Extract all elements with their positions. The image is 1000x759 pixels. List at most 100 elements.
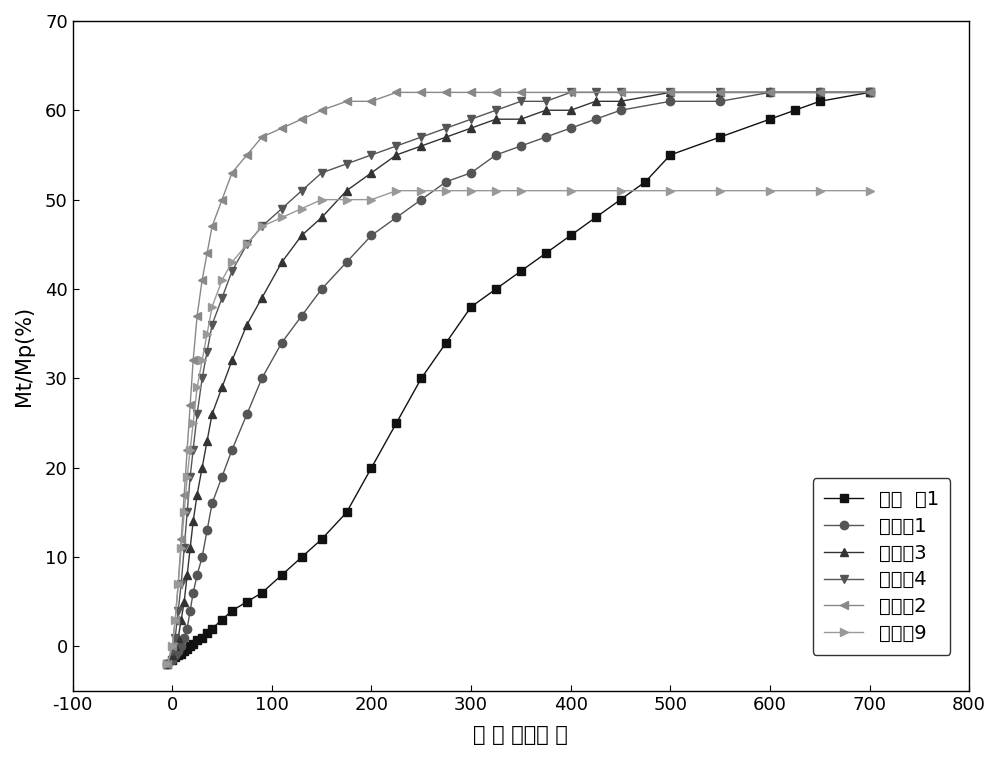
对比  例1	[390, 418, 402, 427]
实施例9	[365, 195, 377, 204]
实施例4	[714, 88, 726, 97]
实施例1	[540, 133, 552, 142]
实施例1	[465, 168, 477, 178]
实施例2	[365, 96, 377, 106]
实施例9	[664, 186, 676, 195]
实施例2	[490, 88, 502, 97]
实施例9	[206, 302, 218, 311]
实施例4	[276, 204, 288, 213]
实施例2	[216, 195, 228, 204]
实施例1	[316, 285, 328, 294]
实施例9	[196, 356, 208, 365]
实施例1	[590, 115, 602, 124]
实施例2	[864, 88, 876, 97]
实施例2	[196, 276, 208, 285]
实施例9	[216, 276, 228, 285]
实施例1	[341, 257, 353, 266]
实施例2	[465, 88, 477, 97]
实施例9	[316, 195, 328, 204]
实施例4	[316, 168, 328, 178]
实施例2	[184, 401, 196, 410]
对比  例1	[216, 615, 228, 624]
实施例4	[590, 88, 602, 97]
实施例9	[465, 186, 477, 195]
Line: 实施例9: 实施例9	[163, 187, 874, 669]
实施例3	[864, 88, 876, 97]
实施例2	[664, 88, 676, 97]
实施例9	[864, 186, 876, 195]
实施例4	[864, 88, 876, 97]
对比  例1	[184, 642, 196, 651]
对比  例1	[175, 649, 187, 658]
实施例4	[490, 106, 502, 115]
实施例3	[341, 186, 353, 195]
对比  例1	[169, 653, 181, 662]
实施例4	[178, 543, 190, 553]
实施例9	[615, 186, 627, 195]
实施例1	[169, 650, 181, 660]
实施例3	[191, 490, 203, 499]
对比  例1	[241, 597, 253, 606]
对比  例1	[201, 628, 213, 638]
实施例9	[187, 418, 199, 427]
实施例3	[390, 150, 402, 159]
实施例1	[178, 633, 190, 642]
实施例3	[196, 463, 208, 472]
实施例1	[664, 96, 676, 106]
实施例1	[196, 553, 208, 562]
实施例4	[540, 96, 552, 106]
对比  例1	[515, 266, 527, 276]
实施例1	[166, 655, 178, 664]
实施例3	[166, 650, 178, 660]
实施例4	[365, 150, 377, 159]
Line: 对比  例1: 对比 例1	[163, 88, 874, 669]
实施例2	[440, 88, 452, 97]
对比  例1	[490, 285, 502, 294]
对比  例1	[181, 644, 193, 653]
实施例3	[664, 88, 676, 97]
实施例3	[161, 660, 173, 669]
实施例1	[172, 647, 184, 656]
对比  例1	[864, 88, 876, 97]
实施例3	[465, 124, 477, 133]
实施例3	[178, 597, 190, 606]
实施例2	[515, 88, 527, 97]
实施例9	[714, 186, 726, 195]
实施例4	[172, 606, 184, 616]
实施例9	[440, 186, 452, 195]
对比  例1	[296, 553, 308, 562]
实施例2	[341, 96, 353, 106]
实施例3	[615, 96, 627, 106]
对比  例1	[415, 373, 427, 383]
实施例3	[172, 633, 184, 642]
实施例1	[415, 195, 427, 204]
实施例2	[169, 615, 181, 624]
对比  例1	[590, 213, 602, 222]
Y-axis label: Mt/Mp(%): Mt/Mp(%)	[14, 306, 34, 406]
实施例4	[465, 115, 477, 124]
实施例9	[341, 195, 353, 204]
对比  例1	[615, 195, 627, 204]
X-axis label: 时 间 （小时 ）: 时 间 （小时 ）	[473, 725, 568, 745]
实施例3	[714, 88, 726, 97]
实施例4	[764, 88, 776, 97]
实施例3	[565, 106, 577, 115]
对比  例1	[172, 650, 184, 660]
对比  例1	[764, 115, 776, 124]
对比  例1	[639, 177, 651, 186]
实施例4	[161, 660, 173, 669]
实施例2	[764, 88, 776, 97]
实施例2	[201, 249, 213, 258]
Line: 实施例1: 实施例1	[163, 88, 874, 669]
实施例2	[814, 88, 826, 97]
实施例9	[565, 186, 577, 195]
实施例4	[664, 88, 676, 97]
对比  例1	[714, 133, 726, 142]
实施例4	[196, 373, 208, 383]
实施例3	[241, 320, 253, 329]
实施例4	[241, 240, 253, 249]
实施例3	[276, 257, 288, 266]
实施例3	[590, 96, 602, 106]
实施例2	[206, 222, 218, 231]
实施例9	[184, 446, 196, 455]
